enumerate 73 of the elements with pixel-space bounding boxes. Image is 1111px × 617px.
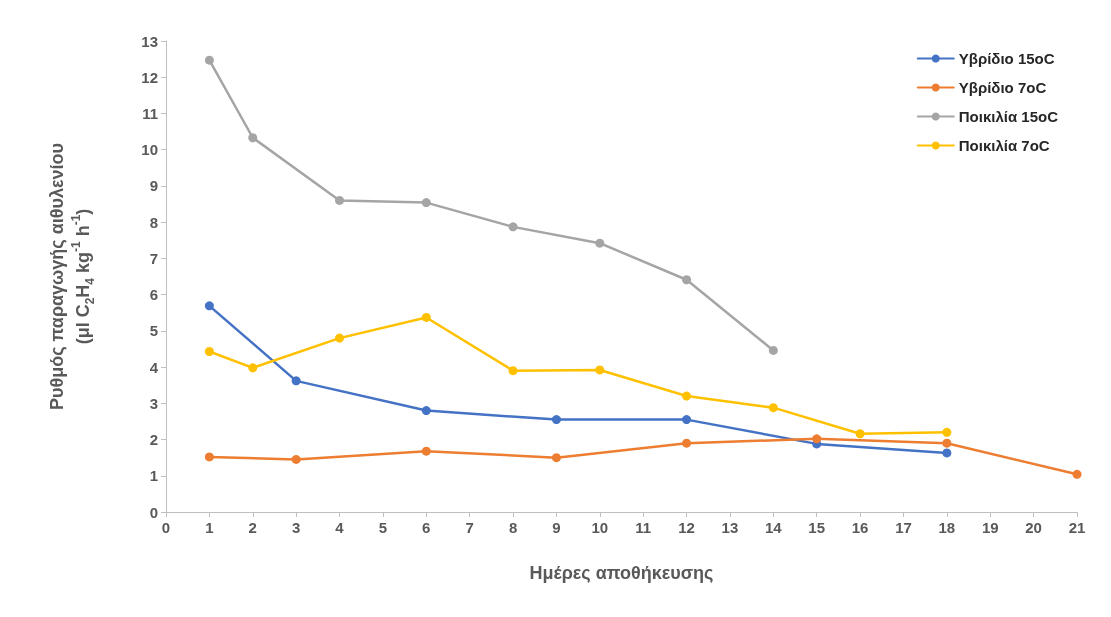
x-tick-label: 18	[938, 519, 956, 536]
y-tick-label: 10	[141, 141, 158, 159]
x-tick-label: 6	[422, 519, 431, 536]
x-tick-label: 3	[291, 519, 301, 536]
point	[551, 453, 561, 463]
point	[682, 415, 692, 425]
x-tick-label: 10	[591, 519, 609, 536]
point	[682, 391, 692, 401]
point	[335, 333, 345, 343]
point	[508, 366, 518, 376]
y-tick-label: 6	[149, 286, 158, 304]
point	[291, 454, 301, 464]
x-tick-label: 4	[335, 519, 345, 536]
x-tick-label: 7	[465, 519, 474, 536]
point	[508, 222, 518, 232]
x-tick-label: 20	[1025, 519, 1042, 536]
point	[421, 446, 431, 456]
point	[942, 448, 952, 458]
y-tick-label: 2	[149, 431, 158, 449]
x-tick-label: 8	[508, 519, 518, 536]
x-tick-label: 17	[895, 519, 912, 536]
x-axis-title: Ημέρες αποθήκευσης	[529, 563, 714, 583]
x-tick-label: 13	[721, 519, 739, 536]
x-tick-label: 14	[764, 519, 783, 536]
point	[595, 365, 605, 375]
legend-label: Υβρίδιο 15oC	[958, 50, 1055, 67]
point	[248, 363, 258, 373]
y-tick-label: 5	[149, 322, 158, 340]
x-tick-label: 16	[851, 519, 869, 536]
x-tick-label: 21	[1068, 519, 1086, 536]
point	[204, 55, 214, 65]
point	[812, 434, 822, 444]
y-tick-label: 8	[149, 213, 158, 231]
x-tick-label: 2	[248, 519, 257, 536]
x-tick-label: 5	[378, 519, 388, 536]
point	[421, 312, 431, 322]
y-tick-label: 13	[141, 32, 158, 50]
point	[204, 452, 214, 462]
x-tick-label: 15	[808, 519, 826, 536]
point	[335, 195, 345, 205]
x-tick-label: 11	[635, 519, 652, 536]
point	[204, 347, 214, 356]
y-tick-label: 0	[149, 503, 158, 521]
y-tick-label: 12	[141, 68, 158, 86]
point	[595, 238, 605, 248]
x-tick-label: 0	[161, 519, 171, 536]
point	[855, 429, 865, 439]
point	[768, 345, 778, 355]
x-tick-label: 12	[678, 519, 695, 536]
x-tick-label: 9	[552, 519, 561, 536]
legend-label: Υβρίδιο 7oC	[958, 79, 1047, 96]
point	[682, 275, 692, 285]
point	[248, 133, 258, 143]
legend-label: Ποικιλία 7oC	[958, 137, 1050, 154]
x-tick-label: 19	[981, 519, 999, 536]
point	[421, 406, 431, 416]
x-tick-label: 1	[205, 519, 214, 536]
point	[768, 403, 778, 413]
point	[291, 376, 301, 386]
point	[942, 427, 952, 437]
legend-label: Ποικιλία 15oC	[958, 108, 1059, 125]
y-tick-label: 3	[149, 394, 158, 412]
point	[682, 438, 692, 448]
point	[1072, 469, 1082, 479]
point	[942, 438, 952, 448]
point	[551, 415, 561, 425]
point	[204, 301, 214, 311]
y-tick-label: 9	[149, 177, 158, 195]
point	[421, 198, 431, 208]
y-tick-label: 7	[149, 249, 158, 267]
y-tick-label: 11	[142, 104, 158, 122]
y-tick-label: 1	[149, 467, 158, 485]
y-tick-label: 4	[149, 358, 159, 376]
